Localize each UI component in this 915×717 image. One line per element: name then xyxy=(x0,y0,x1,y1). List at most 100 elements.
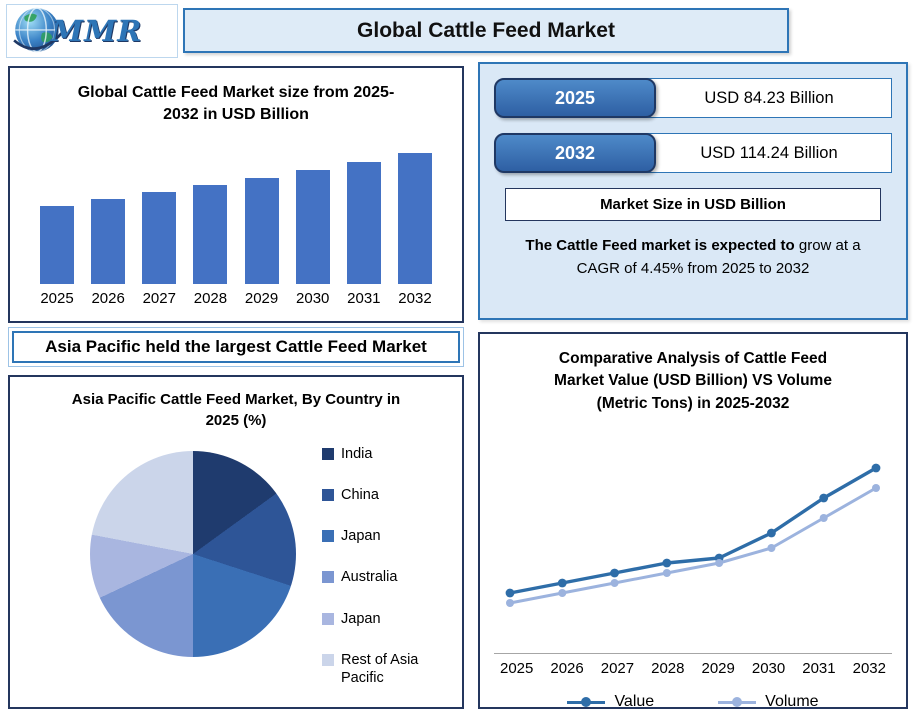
volume-marker xyxy=(558,589,567,598)
cagr-text-rest: grow at a CAGR of 4.45% from 2025 to 203… xyxy=(576,237,861,278)
globe-icon xyxy=(13,7,63,53)
cagr-text-bold: The Cattle Feed market is expected to xyxy=(525,237,795,254)
volume-marker xyxy=(715,559,724,568)
line-x-labels: 2025 2026 2027 2028 2029 2030 2031 2032 xyxy=(494,653,892,677)
line-glyph-dot xyxy=(581,697,592,708)
bar-x-label: 2030 xyxy=(296,290,330,308)
bar-column: 2026 xyxy=(85,199,131,307)
value-marker xyxy=(767,529,776,538)
bar-column: 2029 xyxy=(239,178,285,307)
banner: Asia Pacific held the largest Cattle Fee… xyxy=(8,327,464,367)
line-x-label: 2028 xyxy=(651,660,685,678)
pie-legend: India China Japan Australia Japan Rest of Asi… xyxy=(322,445,448,687)
year-2032-badge: 2032 xyxy=(494,133,656,173)
bar-column: 2025 xyxy=(34,206,80,307)
volume-marker xyxy=(819,514,828,523)
bar-2026 xyxy=(91,199,126,285)
legend-label: Japan xyxy=(341,528,381,545)
bar-2030 xyxy=(295,170,330,285)
page-title: Global Cattle Feed Market xyxy=(183,8,789,53)
legend-swatch xyxy=(322,653,334,666)
line-x-label: 2031 xyxy=(802,660,836,678)
line-x-label: 2032 xyxy=(852,660,886,678)
legend-label: India xyxy=(341,446,373,462)
year-2025-badge: 2025 xyxy=(494,78,656,118)
value-marker xyxy=(662,559,672,568)
pie-legend-item: Australia xyxy=(322,568,448,586)
bar-chart-title: Global Cattle Feed Market size from 2025… xyxy=(77,84,395,123)
pie-legend-item: Japan xyxy=(322,610,448,628)
pie xyxy=(90,451,296,657)
bar-column: 2027 xyxy=(136,192,182,307)
legend-label: Australia xyxy=(341,569,398,586)
bar-column: 2031 xyxy=(341,162,387,307)
legend-swatch xyxy=(322,612,334,625)
legend-label: China xyxy=(341,487,379,504)
value-2032-box: USD 114.24 Billion xyxy=(646,133,892,173)
bar-x-label: 2032 xyxy=(398,290,432,308)
line-glyph xyxy=(567,697,606,708)
bar-2032 xyxy=(397,153,432,285)
volume-marker xyxy=(610,579,619,588)
stat-row-end-year: 2032 USD 114.24 Billion xyxy=(494,133,892,173)
line-x-label: 2030 xyxy=(751,660,786,678)
line-x-label: 2025 xyxy=(500,660,534,678)
pie-legend-item: Japan xyxy=(322,527,448,545)
line-glyph xyxy=(718,697,757,708)
line-legend-label: Volume xyxy=(765,693,819,711)
line-series-volume xyxy=(509,487,877,605)
pie-chart-panel: Asia Pacific Cattle Feed Market, By Coun… xyxy=(8,375,464,709)
bar-x-label: 2026 xyxy=(91,290,125,308)
line-chart-panel: Comparative Analysis of Cattle Feed Mark… xyxy=(478,332,908,711)
mmr-logo: MMR xyxy=(6,4,178,58)
pie-legend-item: India xyxy=(322,445,448,463)
market-size-panel: 2025 USD 84.23 Billion 2032 USD 114.24 B… xyxy=(478,62,908,320)
line-x-label: 2027 xyxy=(600,660,635,678)
bar-column: 2028 xyxy=(187,185,233,307)
value-marker xyxy=(819,494,829,503)
bar-x-label: 2025 xyxy=(40,290,74,308)
line-chart-title: Comparative Analysis of Cattle Feed Mark… xyxy=(554,350,832,412)
legend-swatch xyxy=(322,530,334,543)
line-legend-item: Value xyxy=(567,693,654,711)
pie-chart-area: India China Japan Australia Japan Rest of Asi… xyxy=(20,443,452,687)
bar-2025 xyxy=(40,206,74,285)
value-marker xyxy=(557,579,567,588)
pie-legend-item: China xyxy=(322,486,448,504)
bar-x-label: 2029 xyxy=(244,290,279,308)
bar-2031 xyxy=(346,162,381,285)
bar-x-label: 2027 xyxy=(142,290,176,308)
line-legend-label: Value xyxy=(614,693,655,711)
bar-chart-plot: 2025 2026 2027 2028 2029 2030 2031 2032 xyxy=(10,129,462,307)
bar-x-label: 2031 xyxy=(347,290,381,308)
bar-x-label: 2028 xyxy=(193,290,228,308)
pie-legend-item: Rest of Asia Pacific xyxy=(322,651,448,687)
legend-swatch xyxy=(322,571,334,584)
line-legend: Value Volume xyxy=(494,693,892,711)
line-x-label: 2026 xyxy=(550,660,584,678)
stat-row-start-year: 2025 USD 84.23 Billion xyxy=(494,78,892,118)
value-marker xyxy=(505,589,515,598)
line-chart-svg xyxy=(505,464,881,608)
bar-2029 xyxy=(244,178,279,285)
bar-2027 xyxy=(142,192,177,285)
value-marker xyxy=(871,464,881,473)
value-2025-box: USD 84.23 Billion xyxy=(646,78,892,118)
line-glyph-dot xyxy=(732,697,743,708)
logo-text: MMR xyxy=(51,14,143,48)
legend-label: Rest of Asia Pacific xyxy=(341,651,419,686)
bar-chart-panel: Global Cattle Feed Market size from 2025… xyxy=(8,66,464,323)
bar-column: 2030 xyxy=(290,170,336,307)
value-marker xyxy=(610,569,619,578)
line-legend-item: Volume xyxy=(718,693,819,711)
bar-2028 xyxy=(193,185,228,285)
banner-text: Asia Pacific held the largest Cattle Fee… xyxy=(12,331,460,363)
volume-marker xyxy=(662,569,671,578)
line-x-label: 2029 xyxy=(701,660,735,678)
legend-swatch xyxy=(322,489,334,502)
bar-column: 2032 xyxy=(392,153,438,307)
volume-marker xyxy=(767,544,776,553)
cagr-text: The Cattle Feed market is expected to gr… xyxy=(494,234,892,281)
legend-label: Japan xyxy=(341,610,381,627)
legend-swatch xyxy=(322,448,334,460)
